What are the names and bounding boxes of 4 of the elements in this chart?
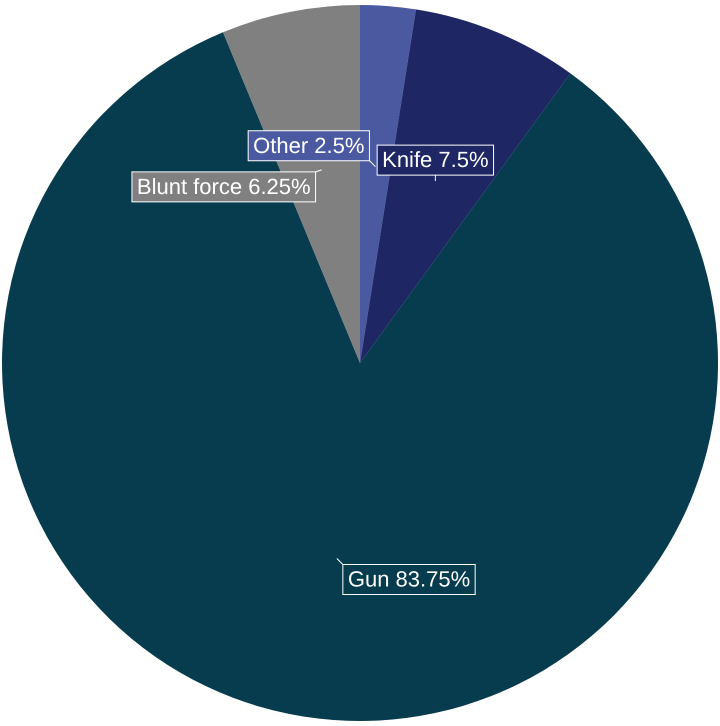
slice-label: Other 2.5% [253, 132, 364, 158]
slice-label: Blunt force 6.25% [136, 174, 311, 199]
slice-label: Knife 7.5% [382, 147, 489, 172]
slice-label: Gun 83.75% [348, 566, 470, 592]
